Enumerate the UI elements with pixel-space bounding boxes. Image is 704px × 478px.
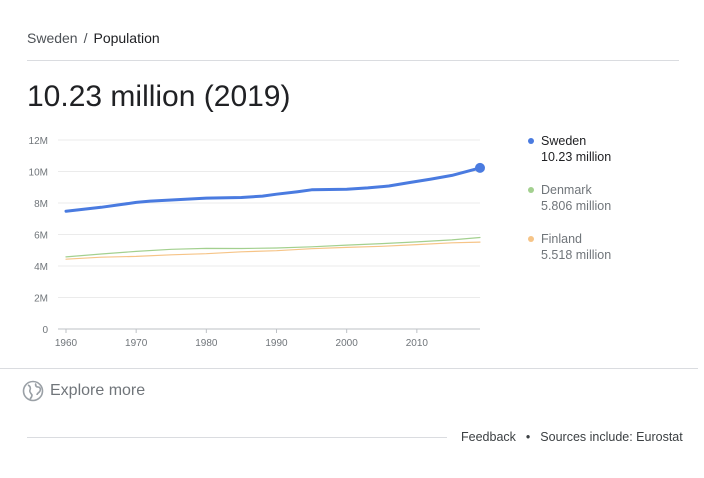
x-tick-label: 2000 [336,338,359,349]
x-tick-label: 2010 [406,338,429,349]
top-divider [27,60,679,61]
legend-dot [528,236,534,242]
legend-series-value: 5.806 million [541,199,612,213]
breadcrumb-separator: / [83,30,88,46]
y-tick-label: 6M [34,231,48,242]
breadcrumb: Sweden / Population [27,30,160,46]
y-tick-label: 12M [29,136,48,147]
series-line-sweden [64,166,482,213]
footer-divider [27,437,447,438]
chart-legend: Sweden 10.23 million Denmark 5.806 million F… [528,133,611,280]
legend-series-value: 10.23 million [541,150,612,164]
legend-series-name: Denmark [541,183,592,197]
section-divider [0,368,698,369]
legend-item-sweden[interactable]: Sweden 10.23 million [528,133,611,165]
x-tick-label: 1960 [55,338,78,349]
series-line-finland [65,241,481,260]
legend-dot [528,187,534,193]
x-tick-label: 1970 [125,338,148,349]
x-tick-label: 1980 [195,338,218,349]
legend-item-finland[interactable]: Finland 5.518 million [528,231,611,263]
breadcrumb-country-link[interactable]: Sweden [27,30,78,46]
explore-more-label: Explore more [50,382,146,399]
footer: Feedback • Sources include: Eurostat [461,430,683,444]
y-tick-label: 10M [29,168,48,179]
y-tick-label: 4M [34,262,48,273]
y-tick-label: 2M [34,294,48,305]
y-tick-label: 8M [34,199,48,210]
feedback-link[interactable]: Feedback [461,430,516,444]
footer-bullet: • [525,430,531,444]
legend-item-denmark[interactable]: Denmark 5.806 million [528,182,611,214]
series-endpoint-sweden[interactable] [475,162,485,173]
y-tick-label: 0 [42,325,48,336]
sources-text: Sources include: Eurostat [540,430,683,444]
page-title: 10.23 million (2019) [27,80,291,113]
legend-dot [528,138,534,144]
explore-more-button[interactable]: Explore more [22,380,145,402]
breadcrumb-topic: Population [93,30,160,46]
series-line-denmark [65,236,481,258]
legend-series-value: 5.518 million [541,248,612,262]
population-chart[interactable]: 0 2M 4M 6M 8M 10M 12M 1960 1970 1980 1990 2000 2010 [0,125,510,355]
x-tick-label: 1990 [265,338,288,349]
legend-series-name: Finland [541,232,582,246]
legend-series-name: Sweden [541,134,587,148]
globe-icon [22,380,44,402]
